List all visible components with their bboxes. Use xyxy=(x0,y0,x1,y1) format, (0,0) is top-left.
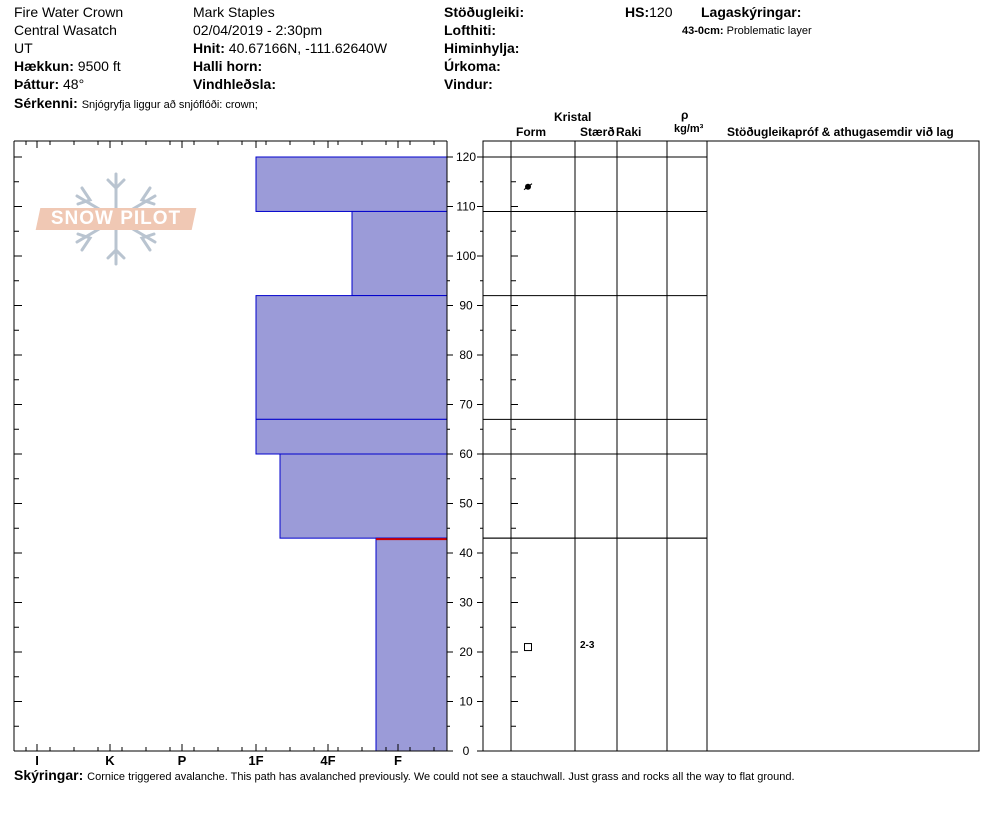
elevation-label: Hækkun: xyxy=(14,58,74,74)
sky-label: Himinhylja: xyxy=(444,40,520,56)
comments-text: Cornice triggered avalanche. This path h… xyxy=(87,771,795,783)
stability-label: Stöðugleiki: xyxy=(444,4,525,20)
depth-label: 30 xyxy=(459,596,473,610)
hardness-label: 4F xyxy=(320,753,335,768)
slope-label: Halli horn: xyxy=(193,58,263,74)
coords-label: Hnit: xyxy=(193,40,225,56)
tests-header: Stöðugleikapróf & athugasemdir við lag xyxy=(727,125,954,139)
depth-label: 40 xyxy=(459,546,473,560)
depth-label: 110 xyxy=(456,200,475,214)
precipitation-particle-icon-stroke xyxy=(523,183,533,191)
elevation-row: Hækkun: 9500 ft xyxy=(14,58,121,74)
depth-label: 10 xyxy=(459,695,473,709)
hardness-label: F xyxy=(394,753,402,768)
features-label: Sérkenni: xyxy=(14,95,78,111)
depth-label: 0 xyxy=(463,744,470,758)
depth-label: 100 xyxy=(456,249,476,263)
density-unit-header: kg/m³ xyxy=(674,123,704,135)
form-header: Form xyxy=(516,125,546,139)
comments-row: Skýringar: Cornice triggered avalanche. … xyxy=(14,767,795,785)
aspect-label: Þáttur: xyxy=(14,76,60,92)
location-name: Fire Water Crown xyxy=(14,4,124,20)
layer-bar xyxy=(375,537,448,752)
coords-row: Hnit: 40.67166N, -111.62640W xyxy=(193,40,387,56)
layer-note-text: Problematic layer xyxy=(726,25,812,37)
aspect-row: Þáttur: 48° xyxy=(14,76,84,92)
moisture-header: Raki xyxy=(616,125,642,139)
observation-datetime: 02/04/2019 - 2:30pm xyxy=(193,22,323,38)
table-frame xyxy=(482,140,980,752)
aspect-value: 48° xyxy=(63,76,85,92)
wind-label: Vindur: xyxy=(444,76,493,92)
layer-bar xyxy=(255,295,448,420)
layer-bar xyxy=(255,418,448,455)
hs-label: HS: xyxy=(625,4,650,20)
hardness-label: 1F xyxy=(248,753,263,768)
snowpilot-logo: SNOW PILOT xyxy=(35,168,197,268)
depth-label: 20 xyxy=(459,645,473,659)
crystal-size-label: 2-3 xyxy=(580,640,595,651)
depth-label: 50 xyxy=(459,497,473,511)
features-value: Snjógryfja liggur að snjóflóði: crown; xyxy=(81,99,258,111)
size-header: Stærð xyxy=(580,125,615,139)
features-row: Sérkenni: Snjógryfja liggur að snjóflóði… xyxy=(14,95,258,113)
hardness-label: K xyxy=(105,753,115,768)
range-name: Central Wasatch xyxy=(14,22,117,38)
elevation-value: 9500 ft xyxy=(77,58,121,74)
depth-label: 70 xyxy=(459,398,473,412)
depth-label: 120 xyxy=(456,150,476,164)
layer-note: 43-0cm: Problematic layer xyxy=(682,23,812,39)
logo-text: SNOW PILOT xyxy=(50,208,182,229)
layer-bar xyxy=(279,453,448,539)
layer-note-depth: 43-0cm: xyxy=(682,25,724,37)
state-name: UT xyxy=(14,40,33,56)
layer-bar xyxy=(351,210,448,297)
comments-label: Skýringar: xyxy=(14,767,84,783)
layer-notes-label: Lagaskýringar: xyxy=(701,4,802,20)
faceted-crystal-icon xyxy=(524,643,532,652)
depth-label: 90 xyxy=(459,299,473,313)
hardness-label: P xyxy=(178,753,187,768)
crystal-header: Kristal xyxy=(554,110,592,124)
wind-loading-label: Vindhleðsla: xyxy=(193,76,276,92)
hs-value: 120 xyxy=(649,4,673,20)
hardness-label: I xyxy=(35,753,39,768)
layer-bar xyxy=(255,156,448,212)
depth-label: 60 xyxy=(459,447,473,461)
hs-row: HS:120 xyxy=(625,4,672,20)
observer-name: Mark Staples xyxy=(193,4,275,20)
coords-value: 40.67166N, -111.62640W xyxy=(228,40,388,56)
air-temp-label: Lofthiti: xyxy=(444,22,497,38)
rho-header: ρ xyxy=(681,108,689,122)
depth-label: 80 xyxy=(459,348,473,362)
precip-label: Úrkoma: xyxy=(444,58,501,74)
